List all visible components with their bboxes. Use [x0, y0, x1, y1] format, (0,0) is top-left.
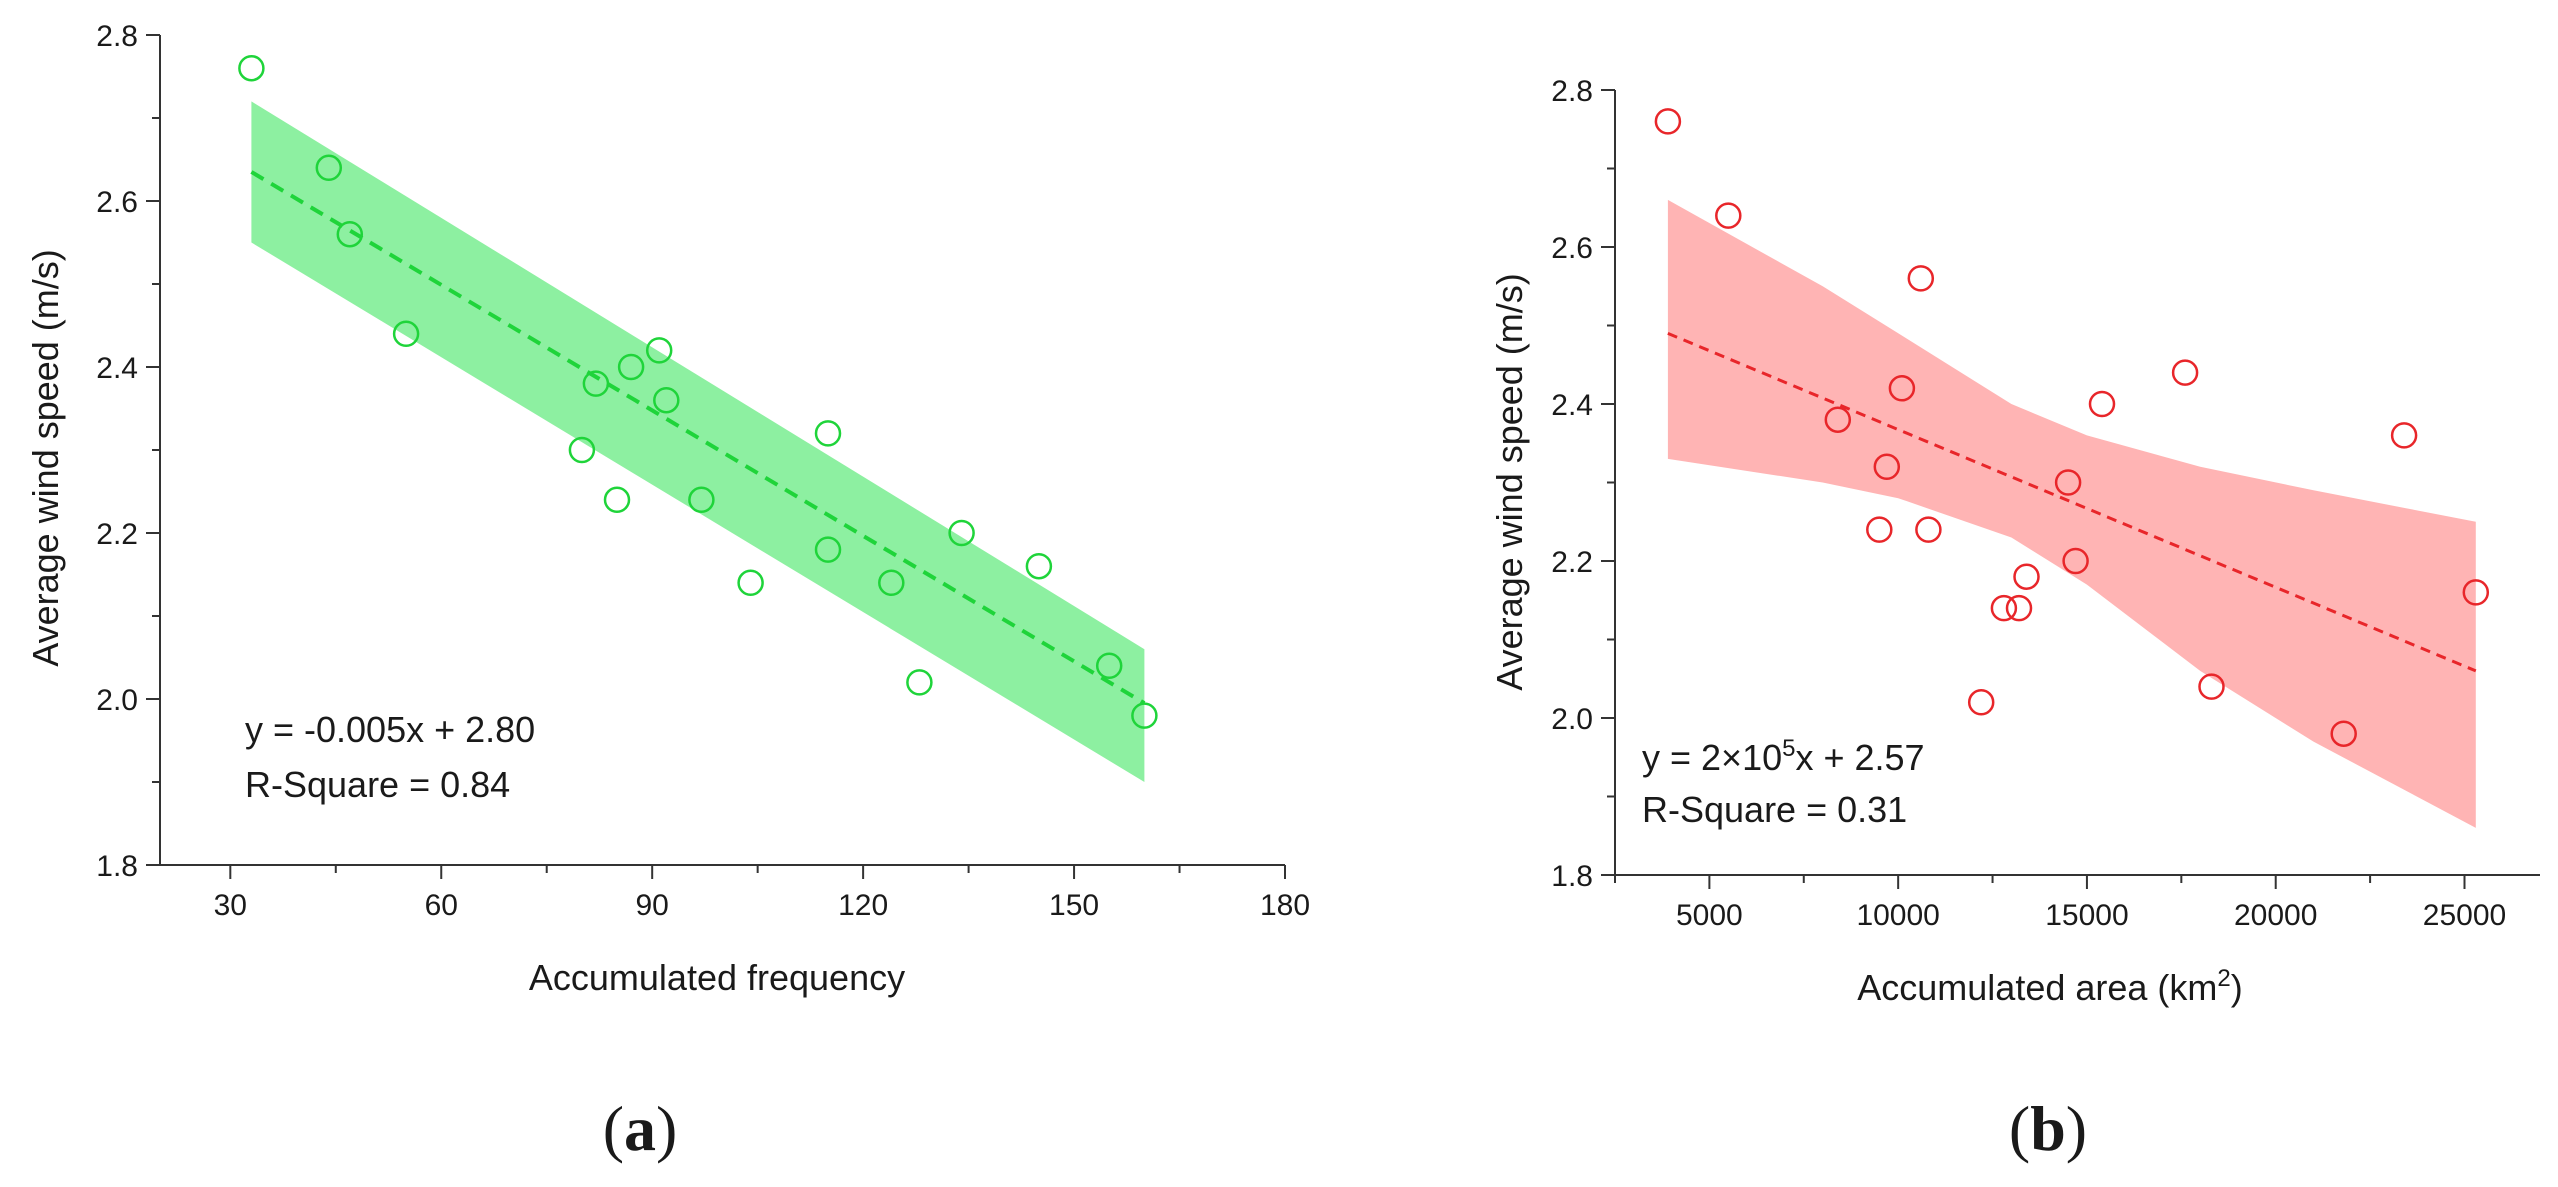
data-points-a: [238, 54, 1158, 729]
equation-b-sup: 5: [1782, 735, 1795, 762]
data-point-a-13: [814, 420, 842, 447]
x-tick-label-a-4: 120: [838, 889, 888, 922]
data-point-b-4: [1866, 516, 1893, 543]
data-point-a-1: [238, 54, 265, 82]
chart-panel-a: 30 60 90 120 150 180 1.8 2.0 2.2 2.4 2.6 2.8 y = -…: [25, 20, 1310, 1164]
x-tick-label-a-6: 180: [1260, 889, 1310, 922]
panel-label-b: (b): [2009, 1093, 2087, 1164]
data-point-b-14: [2062, 547, 2089, 575]
y-axis-title-b: Average wind speed (m/s): [1489, 273, 1530, 691]
data-point-a-2: [315, 154, 343, 182]
y-ticks-a: 1.8 2.0 2.2 2.4 2.6 2.8: [96, 20, 160, 883]
x-axis-title-b-sup: 2: [2217, 965, 2230, 992]
x-tick-label-a-3: 90: [636, 889, 669, 922]
data-point-a-7: [603, 486, 631, 514]
y-tick-label-b-2: 2.0: [1551, 703, 1593, 736]
data-point-a-16: [906, 669, 933, 696]
y-axis-title-a: Average wind speed (m/s): [25, 249, 66, 667]
equation-b-pre: y = 2×10: [1642, 737, 1782, 778]
data-point-a-12: [737, 569, 764, 597]
x-axis-title-b: Accumulated area (km2): [1857, 965, 2243, 1008]
data-point-a-5: [568, 436, 596, 464]
data-point-a-3: [336, 220, 364, 248]
data-point-a-8: [617, 353, 645, 381]
x-tick-label-a-5: 150: [1049, 889, 1099, 922]
x-tick-label-a-1: 30: [214, 889, 247, 922]
y-tick-label-b-4: 2.4: [1551, 389, 1593, 422]
data-point-b-18: [2330, 720, 2357, 747]
confidence-band-b: [1667, 199, 2476, 828]
data-point-b-3: [1824, 406, 1852, 433]
y-tick-label-a-5: 2.6: [96, 186, 138, 219]
y-ticks-b: 1.8 2.0 2.2 2.4 2.6 2.8: [1551, 75, 1615, 893]
data-point-b-20: [2462, 579, 2490, 606]
data-point-b-6: [1888, 375, 1916, 402]
data-point-b-15: [2088, 390, 2116, 418]
data-point-b-8: [1915, 516, 1942, 543]
data-point-a-19: [1095, 652, 1123, 680]
data-point-b-16: [2171, 359, 2199, 386]
equation-b-post: x + 2.57: [1795, 737, 1924, 778]
x-ticks-b: 5000 10000 15000 20000 25000: [1614, 875, 2506, 932]
data-point-a-14: [814, 536, 842, 563]
regression-line-a: [250, 170, 1146, 705]
data-point-b-17: [2198, 673, 2225, 700]
x-axis-title-b-main: Accumulated area (km: [1857, 967, 2217, 1008]
data-point-a-11: [688, 486, 715, 514]
equation-b: y = 2×105x + 2.57: [1642, 735, 1925, 778]
equation-a: y = -0.005x + 2.80: [245, 709, 535, 750]
data-point-a-15: [878, 569, 905, 597]
data-points-b: [1654, 108, 2490, 747]
data-point-a-17: [948, 519, 975, 547]
data-point-a-4: [392, 320, 420, 348]
data-point-a-20: [1131, 702, 1158, 729]
x-tick-label-b-3: 15000: [2045, 899, 2128, 932]
panel-letter-b: b: [2030, 1093, 2066, 1164]
data-point-b-12: [2013, 563, 2040, 590]
y-tick-label-b-5: 2.6: [1551, 232, 1593, 265]
panel-letter-a: a: [624, 1093, 656, 1164]
y-tick-label-a-4: 2.4: [96, 352, 138, 385]
data-point-b-1: [1654, 108, 1682, 135]
data-point-a-10: [653, 386, 680, 414]
data-point-b-19: [2390, 422, 2418, 449]
x-tick-label-a-2: 60: [425, 889, 458, 922]
y-tick-label-b-3: 2.2: [1551, 546, 1593, 579]
regression-line-b: [1667, 331, 2477, 673]
r-square-b: R-Square = 0.31: [1642, 789, 1907, 830]
confidence-band-a: [251, 101, 1145, 782]
y-tick-label-a-6: 2.8: [96, 20, 138, 53]
chart-panel-b: 5000 10000 15000 20000 25000 1.8 2.0 2.2 2.4 2.6…: [1489, 75, 2540, 1164]
data-point-a-18: [1025, 552, 1053, 580]
y-tick-label-b-6: 2.8: [1551, 75, 1593, 108]
y-tick-label-a-3: 2.2: [96, 518, 138, 551]
x-axis-title-b-end: ): [2231, 967, 2243, 1008]
data-point-b-5: [1873, 453, 1901, 481]
y-tick-label-b-1: 1.8: [1551, 860, 1593, 893]
data-point-b-9: [1967, 689, 1995, 716]
data-point-a-6: [582, 370, 610, 397]
x-tick-label-b-2: 10000: [1856, 899, 1939, 932]
data-point-b-11: [2005, 594, 2033, 622]
data-point-b-10: [1990, 594, 2018, 622]
y-tick-label-a-2: 2.0: [96, 684, 138, 717]
panel-label-a: (a): [603, 1093, 678, 1164]
y-tick-label-a-1: 1.8: [96, 850, 138, 883]
data-point-a-9: [645, 337, 673, 364]
x-axis-title-a: Accumulated frequency: [529, 957, 905, 998]
x-tick-label-b-4: 20000: [2234, 899, 2317, 932]
r-square-a: R-Square = 0.84: [245, 764, 510, 805]
data-point-b-13: [2054, 469, 2082, 496]
x-tick-label-b-1: 5000: [1676, 899, 1743, 932]
data-point-b-2: [1715, 202, 1742, 229]
x-ticks-a: 30 60 90 120 150 180: [214, 865, 1310, 922]
x-tick-label-b-5: 25000: [2423, 899, 2506, 932]
data-point-b-7: [1907, 265, 1935, 292]
